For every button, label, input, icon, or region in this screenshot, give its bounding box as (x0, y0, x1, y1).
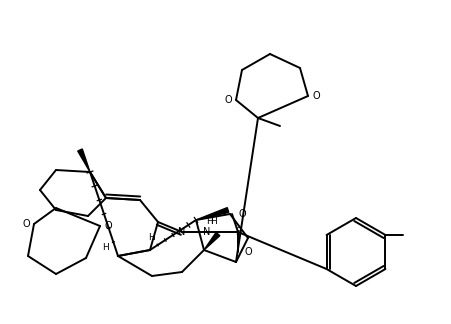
Text: O: O (238, 209, 245, 219)
Text: H: H (148, 234, 155, 242)
Text: N: N (178, 227, 185, 237)
Text: N: N (203, 227, 210, 237)
Text: O: O (244, 247, 251, 257)
Text: S: S (235, 227, 240, 237)
Text: O: O (22, 219, 30, 229)
Polygon shape (78, 149, 90, 172)
Text: O: O (224, 95, 231, 105)
Text: H: H (210, 217, 217, 226)
Text: H: H (102, 244, 109, 252)
Polygon shape (196, 208, 228, 220)
Polygon shape (203, 232, 219, 250)
Text: H: H (206, 217, 213, 226)
Text: O: O (104, 221, 111, 231)
Text: O: O (312, 91, 319, 101)
